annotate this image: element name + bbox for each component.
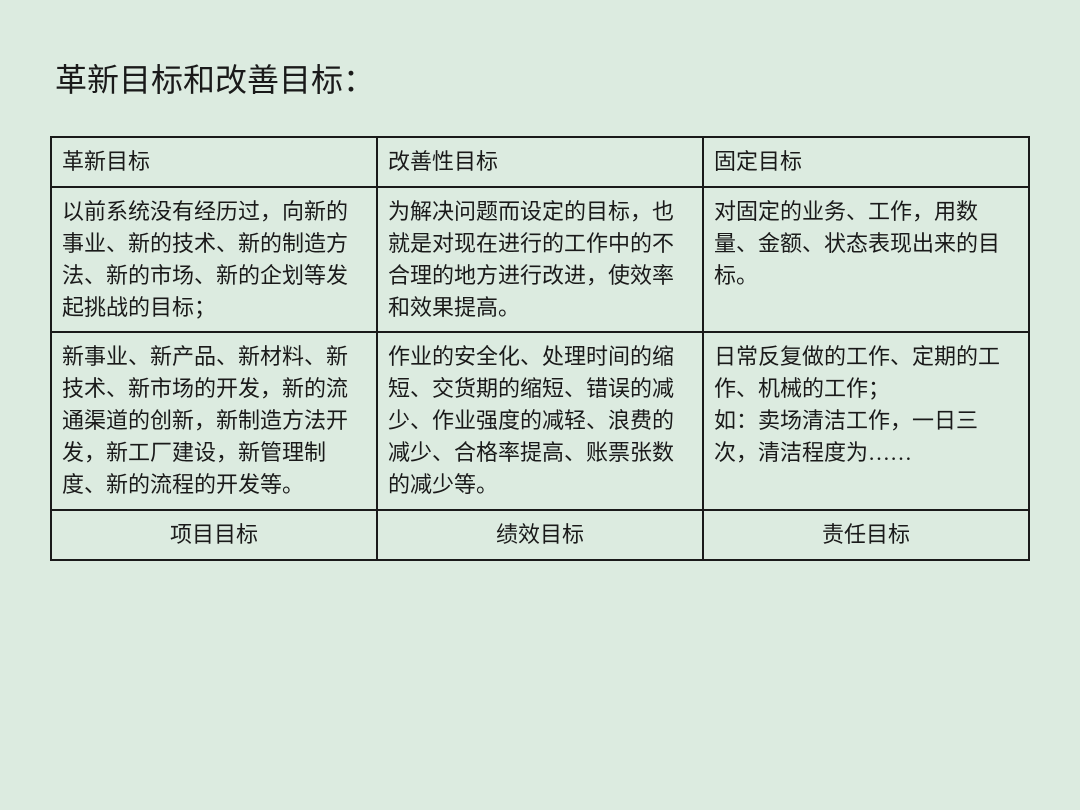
footer-cell-project: 项目目标 bbox=[51, 510, 377, 560]
page-title: 革新目标和改善目标： bbox=[55, 55, 1030, 101]
table-footer-row: 项目目标 绩效目标 责任目标 bbox=[51, 510, 1029, 560]
cell-innovation-def: 以前系统没有经历过，向新的事业、新的技术、新的制造方法、新的市场、新的企划等发起… bbox=[51, 187, 377, 333]
cell-fixed-def: 对固定的业务、工作，用数量、金额、状态表现出来的目标。 bbox=[703, 187, 1029, 333]
cell-improvement-def: 为解决问题而设定的目标，也就是对现在进行的工作中的不合理的地方进行改进，使效率和… bbox=[377, 187, 703, 333]
footer-cell-responsibility: 责任目标 bbox=[703, 510, 1029, 560]
cell-fixed-ex: 日常反复做的工作、定期的工作、机械的工作； 如：卖场清洁工作，一日三次，清洁程度… bbox=[703, 332, 1029, 509]
header-cell-innovation: 革新目标 bbox=[51, 137, 377, 187]
footer-cell-performance: 绩效目标 bbox=[377, 510, 703, 560]
table-row-definition: 以前系统没有经历过，向新的事业、新的技术、新的制造方法、新的市场、新的企划等发起… bbox=[51, 187, 1029, 333]
header-cell-fixed: 固定目标 bbox=[703, 137, 1029, 187]
cell-improvement-ex: 作业的安全化、处理时间的缩短、交货期的缩短、错误的减少、作业强度的减轻、浪费的减… bbox=[377, 332, 703, 509]
cell-innovation-ex: 新事业、新产品、新材料、新技术、新市场的开发，新的流通渠道的创新，新制造方法开发… bbox=[51, 332, 377, 509]
table-header-row: 革新目标 改善性目标 固定目标 bbox=[51, 137, 1029, 187]
table-row-examples: 新事业、新产品、新材料、新技术、新市场的开发，新的流通渠道的创新，新制造方法开发… bbox=[51, 332, 1029, 509]
header-cell-improvement: 改善性目标 bbox=[377, 137, 703, 187]
table-container: 革新目标 改善性目标 固定目标 以前系统没有经历过，向新的事业、新的技术、新的制… bbox=[50, 136, 1030, 561]
goals-table: 革新目标 改善性目标 固定目标 以前系统没有经历过，向新的事业、新的技术、新的制… bbox=[50, 136, 1030, 561]
